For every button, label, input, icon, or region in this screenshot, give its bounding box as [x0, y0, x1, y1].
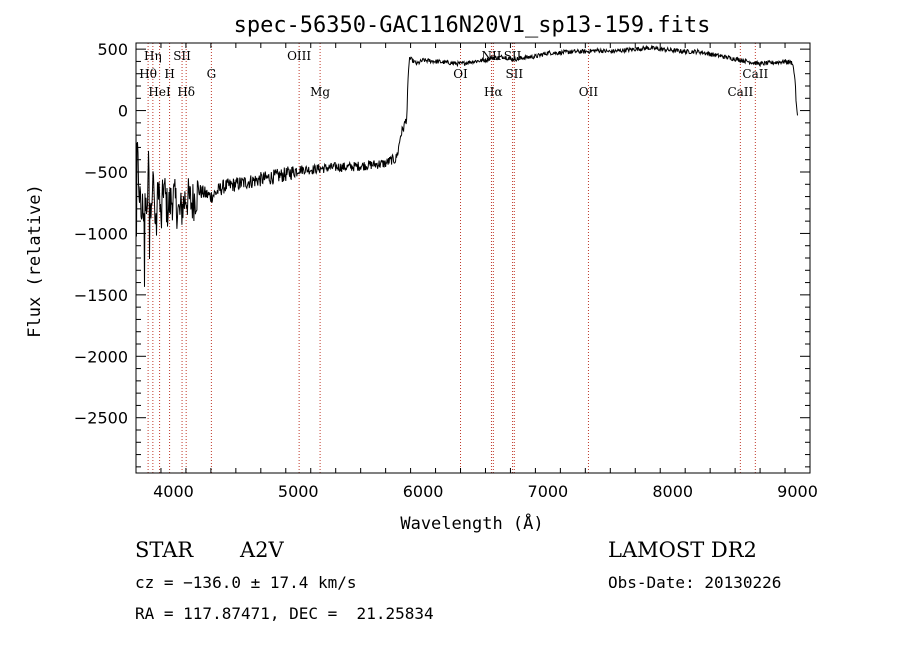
spectral-line-label: OIII — [287, 49, 311, 63]
y-axis-label: Flux (relative) — [25, 184, 45, 338]
spectral-line-label: Hη — [144, 49, 162, 63]
obs-date: Obs-Date: 20130226 — [608, 573, 782, 592]
survey-name: LAMOST DR2 — [608, 538, 757, 562]
spectral-line-markers — [147, 43, 756, 473]
spectral-line-label: Hδ — [177, 85, 195, 99]
spectral-line-label: SII — [173, 49, 191, 63]
y-tick-label: −1500 — [74, 286, 128, 305]
axis-ticks — [136, 43, 810, 473]
x-axis-label: Wavelength (Å) — [400, 512, 543, 534]
redshift-cz: cz = −136.0 ± 17.4 km/s — [135, 573, 357, 592]
y-tick-label: 500 — [97, 40, 128, 59]
spectral-line-label: OII — [579, 85, 599, 99]
y-tick-label: −2500 — [74, 409, 128, 428]
x-tick-label: 6000 — [403, 482, 444, 501]
spectral-line-label: SII — [505, 67, 523, 81]
spectrum-series-line — [135, 44, 798, 287]
ra-dec-coords: RA = 117.87471, DEC = 21.25834 — [135, 604, 434, 623]
y-tick-label: −500 — [84, 163, 128, 182]
spectral-line-label: HeI — [148, 85, 171, 99]
y-tick-label: −1000 — [74, 224, 128, 243]
y-tick-label: 0 — [118, 102, 128, 121]
spectral-line-label: Mg — [310, 85, 330, 99]
spectral-line-label: H — [164, 67, 174, 81]
x-tick-label: 7000 — [528, 482, 569, 501]
y-tick-label: −2000 — [74, 347, 128, 366]
x-tick-label: 5000 — [278, 482, 319, 501]
x-tick-label: 4000 — [153, 482, 194, 501]
object-class: STAR — [135, 538, 194, 562]
x-tick-labels: 4000 5000 6000 7000 8000 9000 — [153, 482, 818, 501]
spectral-line-label: CaII — [727, 85, 753, 99]
spectral-line-label: CaII — [742, 67, 768, 81]
spectral-line-label: Hθ — [139, 67, 157, 81]
spectral-line-label: G — [207, 67, 217, 81]
chart-title: spec-56350-GAC116N20V1_sp13-159.fits — [234, 13, 711, 38]
plot-frame — [135, 42, 811, 474]
y-tick-labels: −2500 −2000 −1500 −1000 −500 0 500 — [74, 40, 128, 428]
spectral-line-label: OI — [453, 67, 468, 81]
spectral-line-label: Hα — [484, 85, 503, 99]
x-tick-label: 8000 — [652, 482, 693, 501]
object-subclass: A2V — [240, 538, 284, 562]
x-tick-label: 9000 — [777, 482, 818, 501]
